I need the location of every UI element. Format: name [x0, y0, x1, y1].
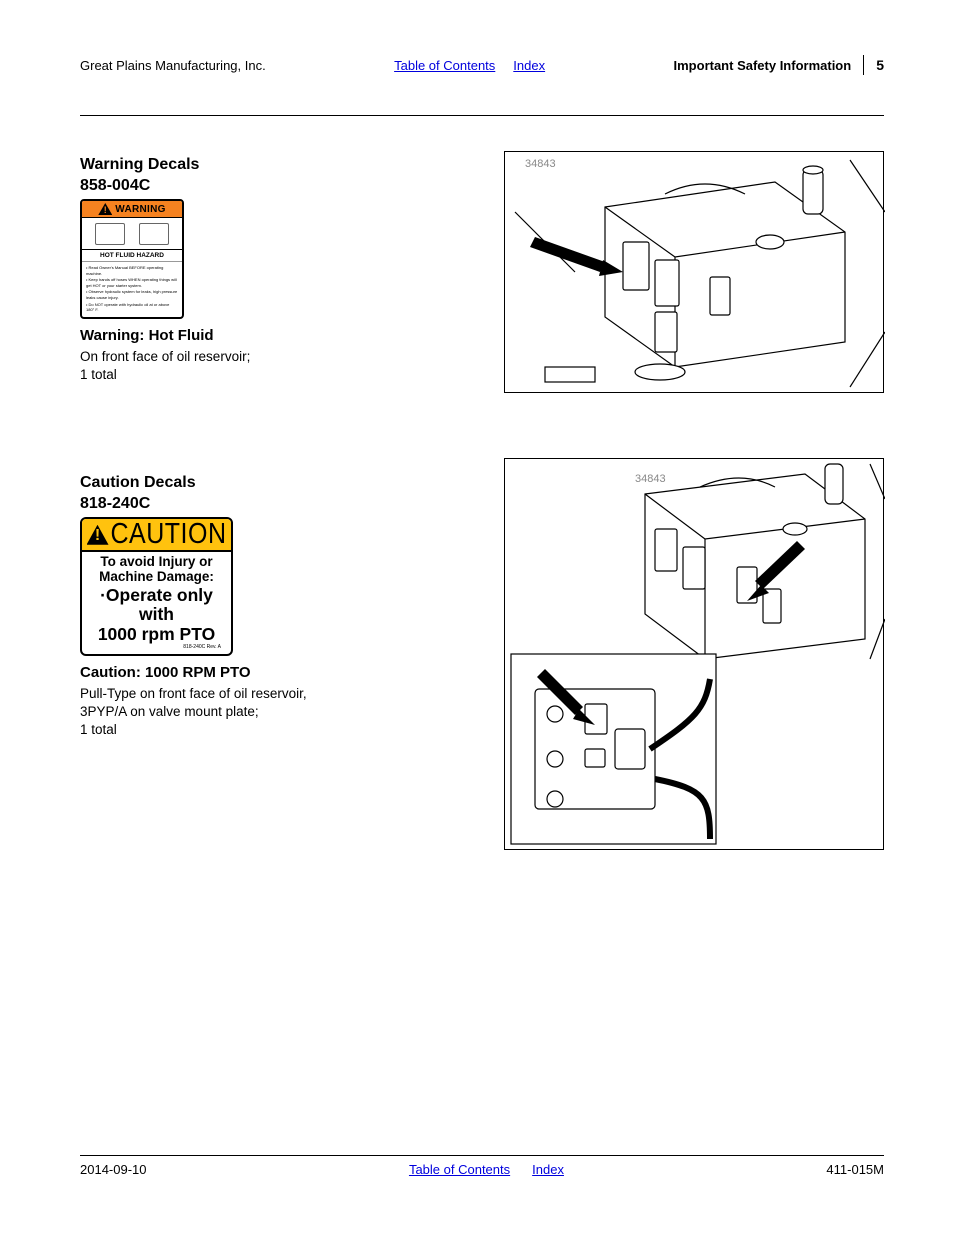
warning-title: Warning Decals: [80, 156, 470, 174]
index-link[interactable]: Index: [513, 58, 545, 73]
figure-2: 34843 34843: [504, 458, 884, 850]
figure-1-drawing: [505, 152, 885, 394]
caution-body: To avoid Injury or Machine Damage: ·Oper…: [82, 552, 231, 653]
footer-doc-id: 411-015M: [826, 1162, 884, 1177]
main-content: Warning Decals 858-004C WARNING HOT FLUI…: [80, 156, 884, 850]
caution-line3: ·Operate only with: [88, 586, 225, 623]
warning-bullet: • Read Owner's Manual BEFORE operating m…: [86, 265, 178, 276]
caution-banner-text: CAUTION: [111, 518, 227, 551]
warning-decals-section: Warning Decals 858-004C WARNING HOT FLUI…: [80, 156, 470, 384]
caution-triangle-icon: [87, 525, 109, 545]
warning-pictogram-1: [95, 223, 125, 245]
company-name: Great Plains Manufacturing, Inc.: [80, 58, 266, 73]
caution-banner: CAUTION: [82, 519, 231, 552]
footer-date: 2014-09-10: [80, 1162, 147, 1177]
header-right: Important Safety Information 5: [674, 55, 884, 75]
footer-rule: [80, 1155, 884, 1156]
caution-body-1: Pull-Type on front face of oil reservoir…: [80, 685, 470, 703]
warning-bullet: • Keep hands off hoses WHEN operating th…: [86, 277, 178, 288]
warning-banner: WARNING: [82, 201, 182, 218]
warning-body-1: On front face of oil reservoir;: [80, 348, 470, 366]
warning-bullets: • Read Owner's Manual BEFORE operating m…: [82, 262, 182, 317]
warning-triangle-icon: [98, 203, 112, 215]
caution-line2: Machine Damage:: [88, 569, 225, 584]
warning-subheading: Warning: Hot Fluid: [80, 327, 470, 344]
figure-1: 34843: [504, 151, 884, 393]
toc-link[interactable]: Table of Contents: [394, 58, 495, 73]
caution-line1: To avoid Injury or: [88, 554, 225, 569]
caution-body-3: 1 total: [80, 721, 470, 739]
warning-body-2: 1 total: [80, 366, 470, 384]
footer-row: 2014-09-10 Table of Contents Index 411-0…: [80, 1162, 884, 1177]
warning-hazard-text: HOT FLUID HAZARD: [82, 250, 182, 262]
caution-rev: 818-240C Rev. A: [88, 644, 225, 650]
figure-2-drawing: [505, 459, 885, 851]
caution-title: Caution Decals: [80, 474, 470, 492]
warning-decal-graphic: WARNING HOT FLUID HAZARD • Read Owner's …: [80, 199, 184, 319]
page-footer: 2014-09-10 Table of Contents Index 411-0…: [80, 1155, 884, 1177]
footer-nav: Table of Contents Index: [409, 1162, 564, 1177]
caution-line4: 1000 rpm PTO: [88, 625, 225, 643]
warning-pictogram-2: [139, 223, 169, 245]
warning-banner-text: WARNING: [115, 204, 165, 215]
left-column: Warning Decals 858-004C WARNING HOT FLUI…: [80, 156, 470, 850]
warning-bullet: • Observe hydraulic system for leaks, hi…: [86, 289, 178, 300]
caution-part-number: 818-240C: [80, 495, 470, 513]
right-column: 34843: [500, 156, 884, 850]
warning-part-number: 858-004C: [80, 177, 470, 195]
header-rule: [80, 115, 884, 116]
warning-icon-row: [82, 218, 182, 250]
header-divider: [863, 55, 864, 75]
section-title: Important Safety Information: [674, 58, 852, 73]
page-header: Great Plains Manufacturing, Inc. Table o…: [80, 55, 884, 115]
footer-index-link[interactable]: Index: [532, 1162, 564, 1177]
warning-bullet: • Do NOT operate with hydraulic oil at o…: [86, 302, 178, 313]
header-nav: Table of Contents Index: [394, 58, 545, 73]
caution-subheading: Caution: 1000 RPM PTO: [80, 664, 470, 681]
page-number: 5: [876, 57, 884, 73]
caution-decals-section: Caution Decals 818-240C CAUTION To avoid…: [80, 474, 470, 739]
footer-toc-link[interactable]: Table of Contents: [409, 1162, 510, 1177]
caution-body-2: 3PYP/A on valve mount plate;: [80, 703, 470, 721]
caution-decal-graphic: CAUTION To avoid Injury or Machine Damag…: [80, 517, 233, 655]
